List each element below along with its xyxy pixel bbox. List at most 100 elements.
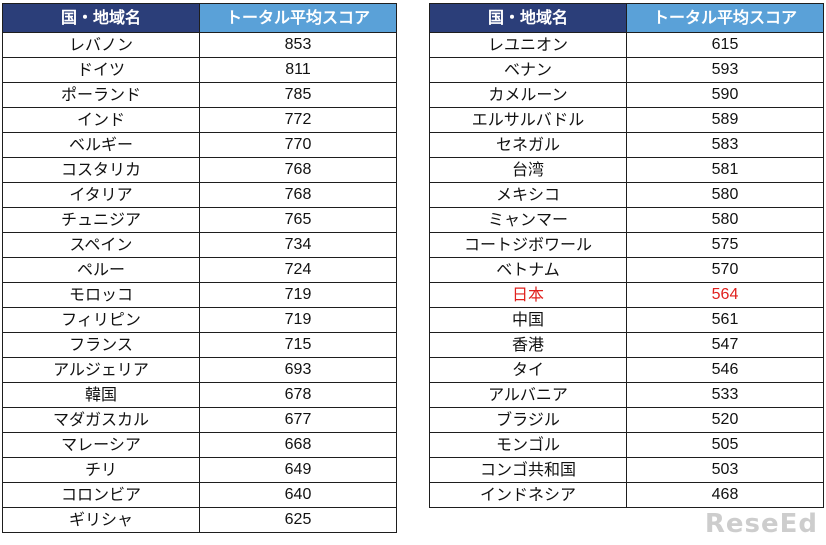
- country-column-header: 国・地域名: [2, 3, 200, 33]
- country-name-cell: ドイツ: [2, 57, 200, 83]
- country-name-cell: モンゴル: [429, 432, 627, 458]
- country-name-cell: チリ: [2, 457, 200, 483]
- table-row: フィリピン 719: [2, 307, 397, 333]
- table-row: 中国 561: [429, 307, 824, 333]
- score-cell: 547: [626, 332, 824, 358]
- score-cell: 765: [199, 207, 397, 233]
- table-row: ベルギー 770: [2, 132, 397, 158]
- table-row: コンゴ共和国 503: [429, 457, 824, 483]
- score-cell: 770: [199, 132, 397, 158]
- table-row: レバノン 853: [2, 32, 397, 58]
- score-cell: 561: [626, 307, 824, 333]
- score-cell: 649: [199, 457, 397, 483]
- table-row: ブラジル 520: [429, 407, 824, 433]
- country-name-cell: マレーシア: [2, 432, 200, 458]
- score-cell: 693: [199, 357, 397, 383]
- score-cell: 583: [626, 132, 824, 158]
- header-row: 国・地域名 トータル平均スコア: [2, 3, 397, 33]
- ranking-table-left: 国・地域名 トータル平均スコア レバノン 853 ドイツ 811 ポーランド 785 インド…: [2, 3, 397, 533]
- country-name-cell: ブラジル: [429, 407, 627, 433]
- score-cell: 640: [199, 482, 397, 508]
- table-row: マレーシア 668: [2, 432, 397, 458]
- ranking-table-right: 国・地域名 トータル平均スコア レユニオン 615 ベナン 593 カメルーン 590 エル…: [429, 3, 824, 508]
- score-cell: 678: [199, 382, 397, 408]
- resed-watermark-logo: ReseEd: [704, 509, 818, 539]
- country-name-cell: ベトナム: [429, 257, 627, 283]
- country-name-cell: エルサルバドル: [429, 107, 627, 133]
- score-cell: 590: [626, 82, 824, 108]
- table-row: タイ 546: [429, 357, 824, 383]
- country-name-cell: フランス: [2, 332, 200, 358]
- country-name-cell: 台湾: [429, 157, 627, 183]
- country-name-cell: コスタリカ: [2, 157, 200, 183]
- table-row: インドネシア 468: [429, 482, 824, 508]
- score-cell: 625: [199, 507, 397, 533]
- table-row: エルサルバドル 589: [429, 107, 824, 133]
- country-name-cell: インドネシア: [429, 482, 627, 508]
- table-row: アルバニア 533: [429, 382, 824, 408]
- country-name-cell: ベナン: [429, 57, 627, 83]
- score-cell: 468: [626, 482, 824, 508]
- table-row: アルジェリア 693: [2, 357, 397, 383]
- score-cell: 570: [626, 257, 824, 283]
- table-row: モロッコ 719: [2, 282, 397, 308]
- country-name-cell: イタリア: [2, 182, 200, 208]
- country-name-cell: アルバニア: [429, 382, 627, 408]
- score-cell: 785: [199, 82, 397, 108]
- country-name-cell: 韓国: [2, 382, 200, 408]
- country-name-cell: ミャンマー: [429, 207, 627, 233]
- table-row: インド 772: [2, 107, 397, 133]
- table-row: ポーランド 785: [2, 82, 397, 108]
- table-row: メキシコ 580: [429, 182, 824, 208]
- country-name-cell: インド: [2, 107, 200, 133]
- country-name-cell: アルジェリア: [2, 357, 200, 383]
- table-row: フランス 715: [2, 332, 397, 358]
- country-name-cell: セネガル: [429, 132, 627, 158]
- score-cell: 520: [626, 407, 824, 433]
- score-cell: 811: [199, 57, 397, 83]
- table-row: マダガスカル 677: [2, 407, 397, 433]
- score-cell: 677: [199, 407, 397, 433]
- table-row: ベトナム 570: [429, 257, 824, 283]
- country-name-cell: ギリシャ: [2, 507, 200, 533]
- country-name-cell: レユニオン: [429, 32, 627, 58]
- table-row: モンゴル 505: [429, 432, 824, 458]
- table-row: カメルーン 590: [429, 82, 824, 108]
- country-name-cell: レバノン: [2, 32, 200, 58]
- table-row: スペイン 734: [2, 232, 397, 258]
- country-name-cell: マダガスカル: [2, 407, 200, 433]
- score-cell: 668: [199, 432, 397, 458]
- table-row: 香港 547: [429, 332, 824, 358]
- score-cell: 581: [626, 157, 824, 183]
- score-cell: 580: [626, 207, 824, 233]
- country-name-cell: 香港: [429, 332, 627, 358]
- score-cell: 615: [626, 32, 824, 58]
- score-cell: 734: [199, 232, 397, 258]
- table-row: レユニオン 615: [429, 32, 824, 58]
- country-column-header: 国・地域名: [429, 3, 627, 33]
- score-cell: 589: [626, 107, 824, 133]
- score-cell: 505: [626, 432, 824, 458]
- table-row: ペルー 724: [2, 257, 397, 283]
- header-row: 国・地域名 トータル平均スコア: [429, 3, 824, 33]
- table-row: コロンビア 640: [2, 482, 397, 508]
- country-name-cell: タイ: [429, 357, 627, 383]
- table-row: コートジボワール 575: [429, 232, 824, 258]
- table-row: コスタリカ 768: [2, 157, 397, 183]
- country-name-cell: コンゴ共和国: [429, 457, 627, 483]
- table-row: 日本 564: [429, 282, 824, 308]
- country-name-cell: ベルギー: [2, 132, 200, 158]
- score-cell: 719: [199, 307, 397, 333]
- table-row: チリ 649: [2, 457, 397, 483]
- score-cell: 564: [626, 282, 824, 308]
- score-cell: 768: [199, 157, 397, 183]
- score-cell: 575: [626, 232, 824, 258]
- country-name-cell: フィリピン: [2, 307, 200, 333]
- score-cell: 593: [626, 57, 824, 83]
- country-name-cell: カメルーン: [429, 82, 627, 108]
- score-cell: 546: [626, 357, 824, 383]
- country-name-cell: コートジボワール: [429, 232, 627, 258]
- score-cell: 715: [199, 332, 397, 358]
- country-name-cell: 中国: [429, 307, 627, 333]
- score-cell: 533: [626, 382, 824, 408]
